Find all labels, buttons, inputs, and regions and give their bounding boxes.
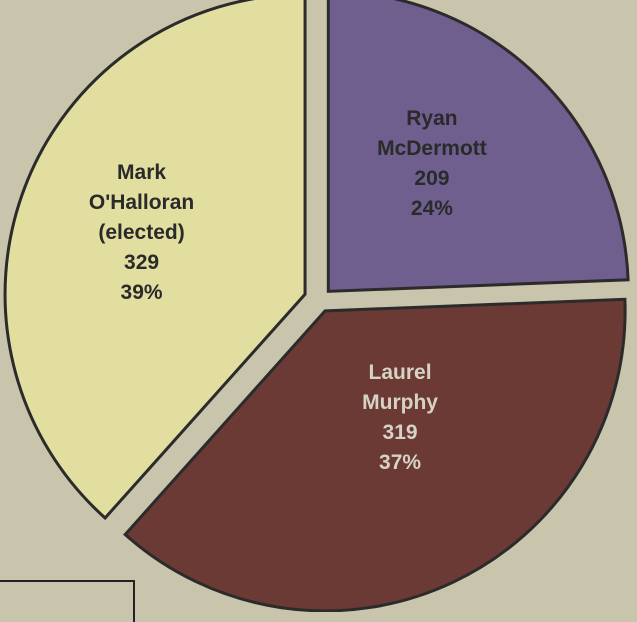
slice-ryan-mcdermott-name-line: McDermott [377,137,487,160]
slice-laurel-murphy-percent-label: 37% [379,451,421,474]
slice-mark-ohalloran [3,0,307,521]
slice-mark-ohalloran-label: Mark O'Halloran (elected) 329 39% [89,161,194,304]
slice-mark-ohalloran-name-line: (elected) [98,221,184,244]
slice-laurel-murphy-name-line: Laurel [369,361,432,384]
slice-mark-ohalloran-percent-label: 39% [121,281,163,304]
slice-ryan-mcdermott-name-line: Ryan [406,107,457,130]
slice-mark-ohalloran-value-label: 329 [124,251,159,274]
corner-box-decoration [0,580,135,622]
slice-mark-ohalloran-name-line: O'Halloran [89,191,194,214]
slice-ryan-mcdermott [326,0,630,293]
slice-ryan-mcdermott-value-label: 209 [414,167,449,190]
slice-laurel-murphy [123,297,627,612]
slice-mark-ohalloran-name-line: Mark [117,161,166,184]
slice-ryan-mcdermott-label: Ryan McDermott 209 24% [377,107,487,220]
slice-laurel-murphy-value-label: 319 [383,421,418,444]
slice-laurel-murphy-label: Laurel Murphy 319 37% [362,361,438,474]
slice-laurel-murphy-name-line: Murphy [362,391,438,414]
slice-ryan-mcdermott-percent-label: 24% [411,197,453,220]
